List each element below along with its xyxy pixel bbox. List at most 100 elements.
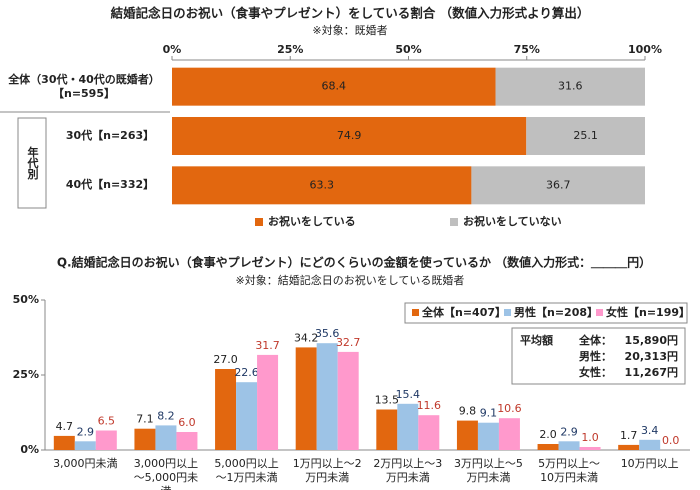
average-value: 20,313円 xyxy=(625,350,678,363)
y-tick-label: 全体（30代・40代の既婚者）【n=595】 xyxy=(8,72,160,100)
data-label: 6.5 xyxy=(98,415,116,428)
chart-subtitle: ※対象：既婚者 xyxy=(312,23,387,37)
data-label: 27.0 xyxy=(213,353,238,366)
bar-segment xyxy=(526,117,645,155)
bar xyxy=(418,415,440,450)
bar-segment xyxy=(172,117,527,155)
bar xyxy=(134,428,156,450)
data-label: 31.6 xyxy=(558,80,583,93)
bar xyxy=(295,347,317,450)
bar xyxy=(155,425,177,450)
y-tick-label: 25% xyxy=(13,368,39,381)
data-label: 0.0 xyxy=(662,434,680,447)
bar xyxy=(316,343,338,450)
data-label: 7.1 xyxy=(136,413,154,426)
chart-title: Q.結婚記念日のお祝い（食事やプレゼント）にどのくらいの金額を使っているか （数… xyxy=(57,255,651,270)
chart-title: 結婚記念日のお祝い（食事やプレゼント）をしている割合 （数値入力形式より算出） xyxy=(111,6,590,21)
data-label: 13.5 xyxy=(375,394,400,407)
bar xyxy=(477,422,499,450)
group-label: 年代別 xyxy=(26,145,40,180)
average-label: 女性： xyxy=(579,365,612,379)
bar xyxy=(74,441,96,450)
x-tick-label: 5,000円以上～1万円未満 xyxy=(214,457,279,484)
x-tick-label: 3,000円以上～5,000円未満 xyxy=(133,457,199,490)
data-label: 25.1 xyxy=(573,129,598,142)
legend-swatch xyxy=(596,309,603,316)
data-label: 1.7 xyxy=(620,429,638,442)
bar xyxy=(337,351,359,450)
y-tick-label: 30代【n=263】 xyxy=(65,129,155,142)
x-tick-label: 0% xyxy=(163,43,182,56)
bar xyxy=(397,403,419,450)
data-label: 9.8 xyxy=(459,405,477,418)
bar-segment xyxy=(172,166,472,205)
data-label: 2.9 xyxy=(77,425,95,438)
legend-label: お祝いをしている xyxy=(268,214,356,228)
legend-swatch xyxy=(255,218,263,226)
bar xyxy=(498,418,520,450)
legend-swatch xyxy=(450,218,458,226)
bar-segment xyxy=(471,166,645,205)
data-label: 15.4 xyxy=(396,388,421,401)
data-label: 36.7 xyxy=(546,178,571,191)
bar xyxy=(53,435,75,450)
average-value: 11,267円 xyxy=(625,366,678,379)
data-label: 31.7 xyxy=(255,339,280,352)
data-label: 3.4 xyxy=(641,424,659,437)
legend-label: 全体【n=407】 xyxy=(421,305,506,319)
x-tick-label: 100% xyxy=(628,43,662,56)
legend-label: お祝いをしていない xyxy=(463,214,562,228)
x-tick-label: 75% xyxy=(514,43,540,56)
bar-segment xyxy=(172,67,496,106)
bar xyxy=(176,432,198,450)
data-label: 10.6 xyxy=(497,402,522,415)
legend-label: 女性【n=199】 xyxy=(606,305,690,319)
group-box xyxy=(17,117,47,209)
bar xyxy=(558,441,580,450)
average-label: 全体： xyxy=(578,333,612,347)
data-label: 68.4 xyxy=(322,80,347,93)
legend-swatch xyxy=(412,309,419,316)
data-label: 2.9 xyxy=(560,425,578,438)
x-tick-label: 3万円以上～5万円未満 xyxy=(453,457,523,484)
bar xyxy=(236,382,258,450)
x-tick-label: 50% xyxy=(395,43,421,56)
data-label: 74.9 xyxy=(337,129,362,142)
bar xyxy=(456,420,478,450)
average-title: 平均額 xyxy=(520,333,553,347)
average-box xyxy=(511,327,686,385)
average-value: 15,890円 xyxy=(625,334,678,347)
data-label: 1.0 xyxy=(581,431,599,444)
legend-label: 男性【n=208】 xyxy=(514,305,598,319)
y-tick-label: 50% xyxy=(13,293,39,306)
y-tick-label: 0% xyxy=(20,443,39,456)
data-label: 6.0 xyxy=(178,416,196,429)
legend-box xyxy=(404,302,688,324)
bar xyxy=(215,369,237,450)
x-tick-label: 5万円以上～10万円未満 xyxy=(538,457,601,484)
data-label: 35.6 xyxy=(315,327,340,340)
bar xyxy=(579,447,601,450)
data-label: 32.7 xyxy=(336,336,361,349)
bar xyxy=(639,439,661,450)
data-label: 9.1 xyxy=(480,407,498,420)
average-label: 男性： xyxy=(579,349,612,363)
bar xyxy=(618,444,640,450)
data-label: 63.3 xyxy=(309,178,334,191)
bar xyxy=(95,430,117,450)
bar xyxy=(257,354,279,450)
data-label: 11.6 xyxy=(417,399,442,412)
x-tick-label: 2万円以上～3万円未満 xyxy=(373,457,443,484)
data-label: 2.0 xyxy=(539,428,557,441)
bar-segment xyxy=(495,67,645,106)
chart-subtitle: ※対象：結婚記念日のお祝いをしている既婚者 xyxy=(236,273,465,287)
y-tick-label: 40代【n=332】 xyxy=(65,178,155,192)
bar xyxy=(537,444,559,450)
x-tick-label: 3,000円未満 xyxy=(53,457,118,470)
data-label: 4.7 xyxy=(56,420,74,433)
data-label: 22.6 xyxy=(234,366,259,379)
x-tick-label: 25% xyxy=(277,43,303,56)
legend-swatch xyxy=(504,309,511,316)
x-tick-label: 1万円以上～2万円未満 xyxy=(292,457,362,484)
